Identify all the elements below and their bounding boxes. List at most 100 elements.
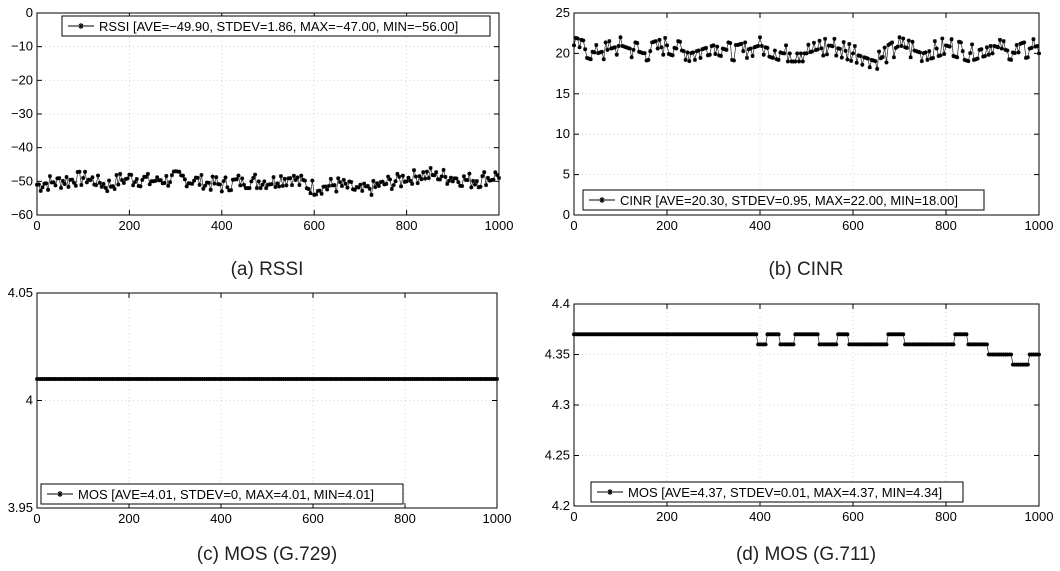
series-markers — [35, 377, 499, 381]
data-point — [986, 52, 991, 57]
chart-panel-a: 0 200 400 600 800 1000 −60 −50 −40 −30 −20 −10 0 RSSI… — [11, 5, 514, 280]
legend-marker — [78, 23, 84, 29]
data-point — [785, 59, 790, 64]
data-point — [648, 49, 653, 54]
data-point — [672, 45, 677, 50]
data-point — [445, 181, 450, 186]
data-point — [225, 185, 230, 190]
data-point — [804, 51, 809, 56]
data-point — [467, 171, 472, 176]
data-point — [646, 57, 651, 62]
data-point — [426, 176, 431, 181]
data-point — [912, 48, 917, 53]
data-point — [938, 53, 943, 58]
data-point — [839, 55, 844, 60]
data-point — [949, 37, 954, 42]
data-point — [694, 49, 699, 54]
x-tick-label: 400 — [211, 218, 233, 233]
data-point — [934, 46, 939, 51]
legend-label: RSSI [AVE=−49.90, STDEV=1.86, MAX=−47.00… — [99, 19, 458, 34]
data-point — [782, 51, 787, 56]
x-tick-label: 200 — [118, 511, 140, 526]
data-point — [899, 43, 904, 48]
data-point — [112, 187, 117, 192]
data-point — [696, 48, 701, 53]
data-point — [201, 186, 206, 191]
data-point — [704, 45, 709, 50]
y-tick-label: 25 — [556, 5, 570, 20]
data-point — [811, 40, 816, 45]
data-point — [687, 59, 692, 64]
data-point — [282, 176, 287, 181]
data-point — [979, 47, 984, 52]
data-point — [465, 178, 470, 183]
data-point — [120, 178, 125, 183]
data-point — [633, 40, 638, 45]
data-point — [583, 47, 588, 52]
data-point — [627, 46, 632, 51]
data-point — [51, 180, 56, 185]
data-point — [59, 185, 64, 190]
data-point — [264, 186, 269, 191]
data-point — [828, 43, 833, 48]
data-point — [862, 55, 867, 60]
data-point — [837, 46, 842, 51]
y-tick-label: 0 — [26, 5, 33, 20]
data-point — [36, 182, 41, 187]
y-tick-label: 10 — [556, 126, 570, 141]
data-point — [739, 41, 744, 46]
data-point — [891, 55, 896, 60]
data-point — [493, 170, 498, 175]
y-tick-label: 5 — [563, 167, 570, 182]
data-point — [325, 187, 330, 192]
data-point — [413, 174, 418, 179]
data-point — [447, 178, 452, 183]
data-point — [718, 53, 723, 58]
data-point — [798, 51, 803, 56]
data-point — [973, 57, 978, 62]
data-point — [674, 46, 679, 51]
chart-panel-d: 0 200 400 600 800 1000 4.2 4.25 4.3 4.35 4.4 MOS [A… — [545, 296, 1054, 565]
data-point — [99, 184, 104, 189]
data-point — [772, 48, 777, 53]
data-point — [192, 178, 197, 183]
data-point — [144, 175, 149, 180]
data-point — [1031, 37, 1036, 42]
legend-box — [590, 481, 964, 503]
data-point — [484, 183, 489, 188]
data-point — [705, 53, 710, 58]
data-point — [1009, 352, 1014, 357]
data-point — [997, 37, 1002, 42]
data-point — [607, 39, 612, 44]
data-point — [717, 53, 722, 58]
data-point — [271, 175, 276, 180]
data-point — [932, 39, 937, 44]
chart-panel-b: 0 200 400 600 800 1000 0 5 10 15 20 25 CINR [AVE=20.… — [556, 5, 1054, 280]
data-point — [469, 185, 474, 190]
data-point — [1005, 48, 1010, 53]
data-point — [746, 47, 751, 52]
data-point — [851, 51, 855, 56]
data-point — [1018, 41, 1023, 46]
data-point — [249, 179, 254, 184]
panel-caption: (c) MOS (G.729) — [197, 544, 337, 565]
data-point — [888, 41, 893, 46]
data-point — [145, 171, 150, 176]
data-point — [299, 173, 304, 178]
data-point — [40, 185, 45, 190]
data-point — [575, 36, 580, 41]
data-point — [491, 177, 496, 182]
data-point — [930, 55, 935, 60]
data-point — [929, 56, 934, 61]
data-point — [77, 169, 82, 174]
data-point — [968, 51, 973, 56]
data-point — [168, 180, 173, 185]
data-point — [480, 174, 485, 179]
data-point — [155, 175, 160, 180]
legend-label: MOS [AVE=4.01, STDEV=0, MAX=4.01, MIN=4.… — [78, 487, 374, 502]
data-point — [588, 57, 593, 62]
data-point — [195, 175, 200, 180]
data-point — [203, 183, 208, 188]
data-point — [367, 186, 372, 191]
